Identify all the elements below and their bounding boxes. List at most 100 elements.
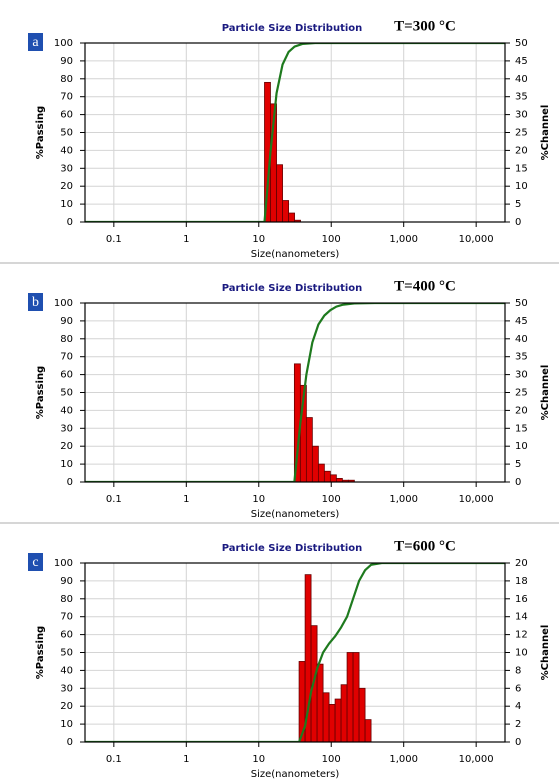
y-tick-label: 60 — [60, 630, 73, 641]
y2-tick-label: 16 — [515, 594, 528, 605]
y-tick-label: 50 — [60, 128, 73, 139]
y2-tick-label: 5 — [515, 459, 521, 470]
y2-tick-label: 30 — [515, 110, 528, 121]
y-tick-label: 20 — [60, 701, 73, 712]
plot-frame — [84, 562, 506, 743]
y2-tick-label: 45 — [515, 56, 528, 67]
bar — [316, 663, 324, 742]
x-tick-label: 100 — [322, 234, 341, 245]
x-tick-label: 0.1 — [106, 494, 122, 505]
y2-tick-label: 12 — [515, 630, 528, 641]
annotation: T=600 °C — [394, 538, 456, 554]
bar — [334, 698, 342, 742]
y2-tick-label: 15 — [515, 163, 528, 174]
y2-tick-label: 10 — [515, 648, 528, 659]
y2-tick-label: 8 — [515, 665, 521, 676]
bar — [305, 417, 313, 482]
y2-tick-label: 35 — [515, 92, 528, 103]
x-axis-label: Size(nanometers) — [251, 769, 340, 780]
y2-tick-label: 14 — [515, 612, 528, 623]
chart-title: Particle Size Distribution — [222, 283, 363, 294]
y-axis-label: %Passing — [35, 366, 46, 419]
y-tick-label: 90 — [60, 56, 73, 67]
y-tick-label: 20 — [60, 441, 73, 452]
y2-tick-label: 25 — [515, 388, 528, 399]
panel-label-box — [28, 33, 43, 51]
y2-tick-label: 4 — [515, 701, 521, 712]
y-tick-label: 70 — [60, 92, 73, 103]
y-tick-label: 30 — [60, 423, 73, 434]
bar — [328, 704, 336, 742]
y-tick-label: 80 — [60, 74, 73, 85]
chart-title: Particle Size Distribution — [222, 23, 363, 34]
y-axis-label: %Passing — [35, 106, 46, 159]
x-tick-label: 10,000 — [459, 494, 494, 505]
y-tick-label: 50 — [60, 648, 73, 659]
y-tick-label: 80 — [60, 594, 73, 605]
y-tick-label: 90 — [60, 316, 73, 327]
y-tick-label: 30 — [60, 163, 73, 174]
bar — [282, 200, 289, 222]
y2-tick-label: 50 — [515, 38, 528, 49]
x-tick-label: 1,000 — [389, 234, 418, 245]
bar — [317, 463, 325, 482]
bar — [358, 687, 366, 742]
bar — [288, 212, 295, 222]
y2-tick-label: 5 — [515, 199, 521, 210]
y2-tick-label: 15 — [515, 423, 528, 434]
x-tick-label: 10 — [252, 494, 265, 505]
bar — [311, 445, 319, 482]
y-tick-label: 0 — [67, 737, 73, 748]
y-tick-label: 60 — [60, 370, 73, 381]
y-tick-label: 80 — [60, 334, 73, 345]
y-tick-label: 60 — [60, 110, 73, 121]
y-tick-label: 0 — [67, 477, 73, 488]
bar — [322, 692, 330, 742]
bar — [276, 164, 283, 222]
y2-tick-label: 25 — [515, 128, 528, 139]
x-tick-label: 0.1 — [106, 234, 122, 245]
y2-tick-label: 0 — [515, 477, 521, 488]
y2-tick-label: 0 — [515, 737, 521, 748]
panel-label-box — [28, 553, 43, 571]
bar — [352, 652, 360, 742]
x-tick-label: 0.1 — [106, 754, 122, 765]
y2-tick-label: 40 — [515, 334, 528, 345]
y2-tick-label: 2 — [515, 719, 521, 730]
y-tick-label: 90 — [60, 576, 73, 587]
y2-tick-label: 10 — [515, 441, 528, 452]
x-tick-label: 100 — [322, 494, 341, 505]
plot-frame — [84, 302, 506, 483]
bar — [346, 652, 354, 742]
x-axis-label: Size(nanometers) — [251, 509, 340, 520]
y-tick-label: 40 — [60, 145, 73, 156]
y-tick-label: 10 — [60, 459, 73, 470]
bar — [323, 470, 331, 482]
y2-axis-label: %Channel — [540, 105, 551, 161]
y-tick-label: 70 — [60, 352, 73, 363]
bar — [364, 719, 372, 742]
y2-tick-label: 35 — [515, 352, 528, 363]
y-tick-label: 20 — [60, 181, 73, 192]
x-tick-label: 1,000 — [389, 754, 418, 765]
chart-title: Particle Size Distribution — [222, 543, 363, 554]
x-tick-label: 10,000 — [459, 234, 494, 245]
y-tick-label: 30 — [60, 683, 73, 694]
panel-label-box — [28, 293, 43, 311]
y-tick-label: 70 — [60, 612, 73, 623]
y2-axis-label: %Channel — [540, 625, 551, 681]
annotation: T=300 °C — [394, 18, 456, 34]
x-tick-label: 1 — [183, 754, 189, 765]
y-tick-label: 40 — [60, 665, 73, 676]
panel-label: c — [32, 555, 38, 570]
x-tick-label: 100 — [322, 754, 341, 765]
y-tick-label: 0 — [67, 217, 73, 228]
panel-label: a — [32, 35, 39, 50]
bar — [294, 219, 301, 222]
y-tick-label: 50 — [60, 388, 73, 399]
y-tick-label: 100 — [54, 38, 73, 49]
y2-tick-label: 20 — [515, 405, 528, 416]
y2-tick-label: 6 — [515, 683, 521, 694]
x-tick-label: 10,000 — [459, 754, 494, 765]
